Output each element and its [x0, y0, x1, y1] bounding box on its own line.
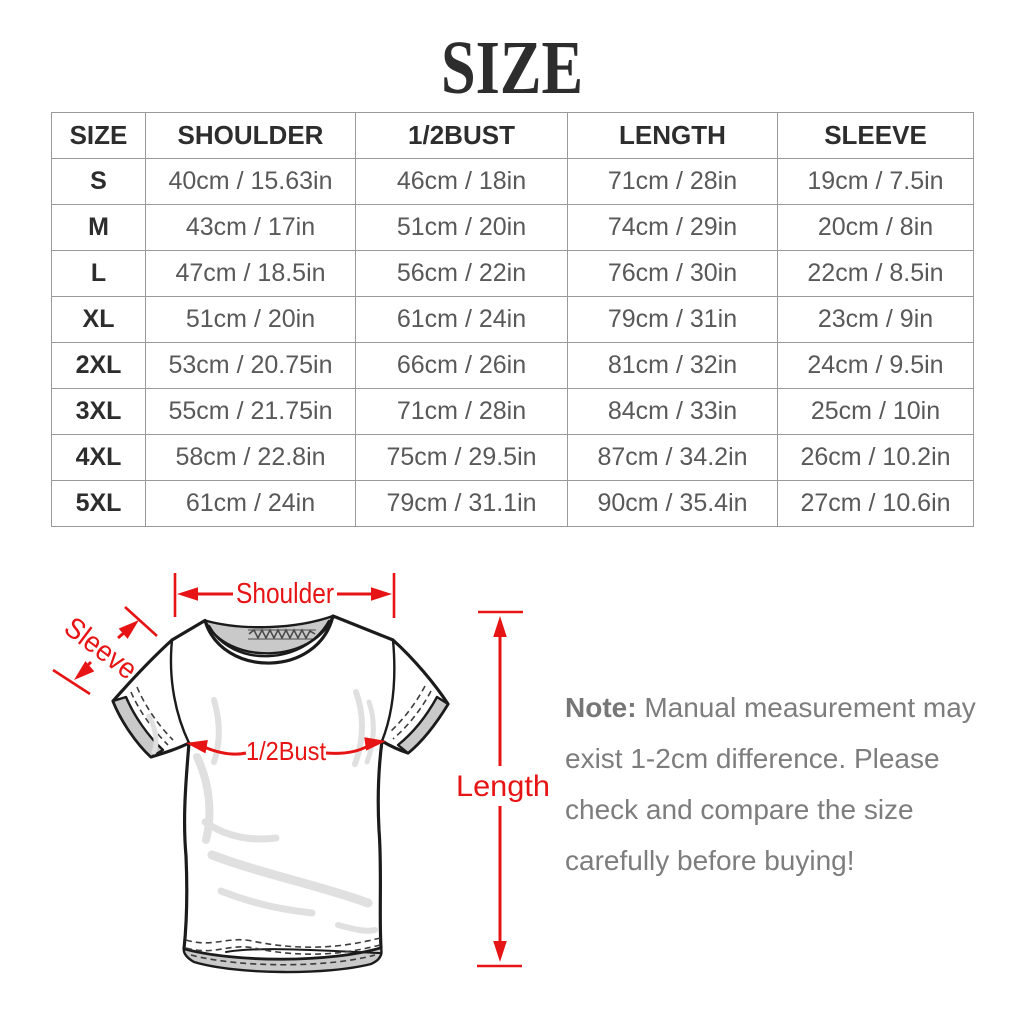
measurement-cell: 74cm / 29in	[567, 204, 778, 251]
measurement-cell: 56cm / 22in	[355, 250, 568, 297]
tshirt-body-outline	[111, 614, 450, 961]
shoulder-measure: Shoulder	[173, 573, 396, 618]
measurement-cell: 87cm / 34.2in	[567, 434, 778, 481]
measurement-cell: 71cm / 28in	[355, 388, 568, 435]
measurement-cell: 79cm / 31.1in	[355, 480, 568, 527]
size-label: 2XL	[51, 342, 146, 389]
measurement-cell: 51cm / 20in	[145, 296, 356, 343]
measurement-cell: 81cm / 32in	[567, 342, 778, 389]
measurement-cell: 79cm / 31in	[567, 296, 778, 343]
measurement-cell: 19cm / 7.5in	[777, 158, 974, 205]
measurement-cell: 75cm / 29.5in	[355, 434, 568, 481]
size-label: 3XL	[51, 388, 146, 435]
right-sleeve-seam	[380, 638, 396, 743]
length-label: Length	[456, 770, 550, 803]
sleeve-label: Sleeve	[58, 611, 143, 686]
bust-label: 1/2Bust	[246, 736, 327, 766]
table-row: XL 51cm / 20in 61cm / 24in 79cm / 31in 23cm …	[51, 296, 974, 343]
left-sleeve-seam	[169, 638, 191, 745]
measurement-cell: 71cm / 28in	[567, 158, 778, 205]
column-header: 1/2BUST	[355, 112, 568, 159]
bottom-hem-roll	[182, 946, 383, 974]
collar-band-inner-edge	[207, 619, 331, 658]
size-label: 5XL	[51, 480, 146, 527]
measurement-cell: 43cm / 17in	[145, 204, 356, 251]
size-label: S	[51, 158, 146, 205]
right-cuff-stitches	[388, 685, 432, 740]
column-header: SLEEVE	[777, 112, 974, 159]
note-line: Note: Manual measurement may	[565, 692, 976, 723]
measurement-annotations: Shoulder Sleeve 1/2Bust	[52, 573, 550, 968]
bottom-hem-roll-stitch	[190, 954, 376, 966]
column-header: SHOULDER	[145, 112, 356, 159]
measurement-cell: 23cm / 9in	[777, 296, 974, 343]
column-header: LENGTH	[567, 112, 778, 159]
measurement-cell: 24cm / 9.5in	[777, 342, 974, 389]
measurement-cell: 47cm / 18.5in	[145, 250, 356, 297]
measurement-cell: 90cm / 35.4in	[567, 480, 778, 527]
bottom-hem-stitch-row1	[185, 937, 381, 948]
size-label: L	[51, 250, 146, 297]
bottom-hem-stitch-row2	[185, 944, 381, 955]
sleeve-measure: Sleeve	[52, 606, 158, 696]
size-table: SIZE SHOULDER 1/2BUST LENGTH SLEEVE S 40cm / …	[51, 112, 974, 527]
note-line: carefully before buying!	[565, 845, 855, 876]
collar-inner-gray	[203, 614, 335, 655]
measurement-cell: 46cm / 18in	[355, 158, 568, 205]
size-label: 4XL	[51, 434, 146, 481]
measurement-cell: 61cm / 24in	[355, 296, 568, 343]
length-measure: Length	[456, 610, 550, 968]
table-row: 4XL 58cm / 22.8in 75cm / 29.5in 87cm / 34.2…	[51, 434, 974, 481]
measurement-cell: 26cm / 10.2in	[777, 434, 974, 481]
table-row: 3XL 55cm / 21.75in 71cm / 28in 84cm / 33in 2…	[51, 388, 974, 435]
bottom-hem-fold	[225, 948, 381, 954]
measurement-cell: 20cm / 8in	[777, 204, 974, 251]
left-cuff-stitches	[130, 686, 174, 746]
left-sleeve-cuff	[111, 695, 165, 759]
size-label: M	[51, 204, 146, 251]
size-table-header-row: SIZE SHOULDER 1/2BUST LENGTH SLEEVE	[51, 112, 974, 159]
table-row: M 43cm / 17in 51cm / 20in 74cm / 29in 20cm /…	[51, 204, 974, 251]
measurement-cell: 40cm / 15.63in	[145, 158, 356, 205]
measurement-cell: 25cm / 10in	[777, 388, 974, 435]
note-label: Note:	[565, 692, 637, 723]
size-label: XL	[51, 296, 146, 343]
note-text: Note: Manual measurement may exist 1-2cm…	[565, 682, 995, 886]
measurement-cell: 55cm / 21.75in	[145, 388, 356, 435]
measurement-cell: 66cm / 26in	[355, 342, 568, 389]
measurement-cell: 61cm / 24in	[145, 480, 356, 527]
collar-stitch-zigzag	[248, 628, 316, 640]
bust-measure: 1/2Bust	[184, 734, 387, 766]
measurement-cell: 58cm / 22.8in	[145, 434, 356, 481]
measurement-cell: 76cm / 30in	[567, 250, 778, 297]
column-header: SIZE	[51, 112, 146, 159]
size-table-body: S 40cm / 15.63in 46cm / 18in 71cm / 28in 19c…	[51, 158, 974, 527]
collar-stitch-border	[248, 629, 316, 640]
table-row: 5XL 61cm / 24in 79cm / 31.1in 90cm / 35.4in…	[51, 480, 974, 527]
shoulder-label: Shoulder	[236, 578, 334, 610]
measurement-cell: 27cm / 10.6in	[777, 480, 974, 527]
table-row: 2XL 53cm / 20.75in 66cm / 26in 81cm / 32in 2…	[51, 342, 974, 389]
table-row: S 40cm / 15.63in 46cm / 18in 71cm / 28in 19c…	[51, 158, 974, 205]
tshirt-illustration	[111, 614, 450, 974]
note-line: check and compare the size	[565, 794, 914, 825]
measurement-cell: 51cm / 20in	[355, 204, 568, 251]
table-row: L 47cm / 18.5in 56cm / 22in 76cm / 30in 22cm…	[51, 250, 974, 297]
right-sleeve-cuff	[396, 695, 450, 755]
measurement-cell: 22cm / 8.5in	[777, 250, 974, 297]
note-line: exist 1-2cm difference. Please	[565, 743, 940, 774]
page-title: SIZE	[440, 26, 584, 110]
fabric-wrinkles	[146, 689, 378, 934]
measurement-cell: 53cm / 20.75in	[145, 342, 356, 389]
measurement-cell: 84cm / 33in	[567, 388, 778, 435]
